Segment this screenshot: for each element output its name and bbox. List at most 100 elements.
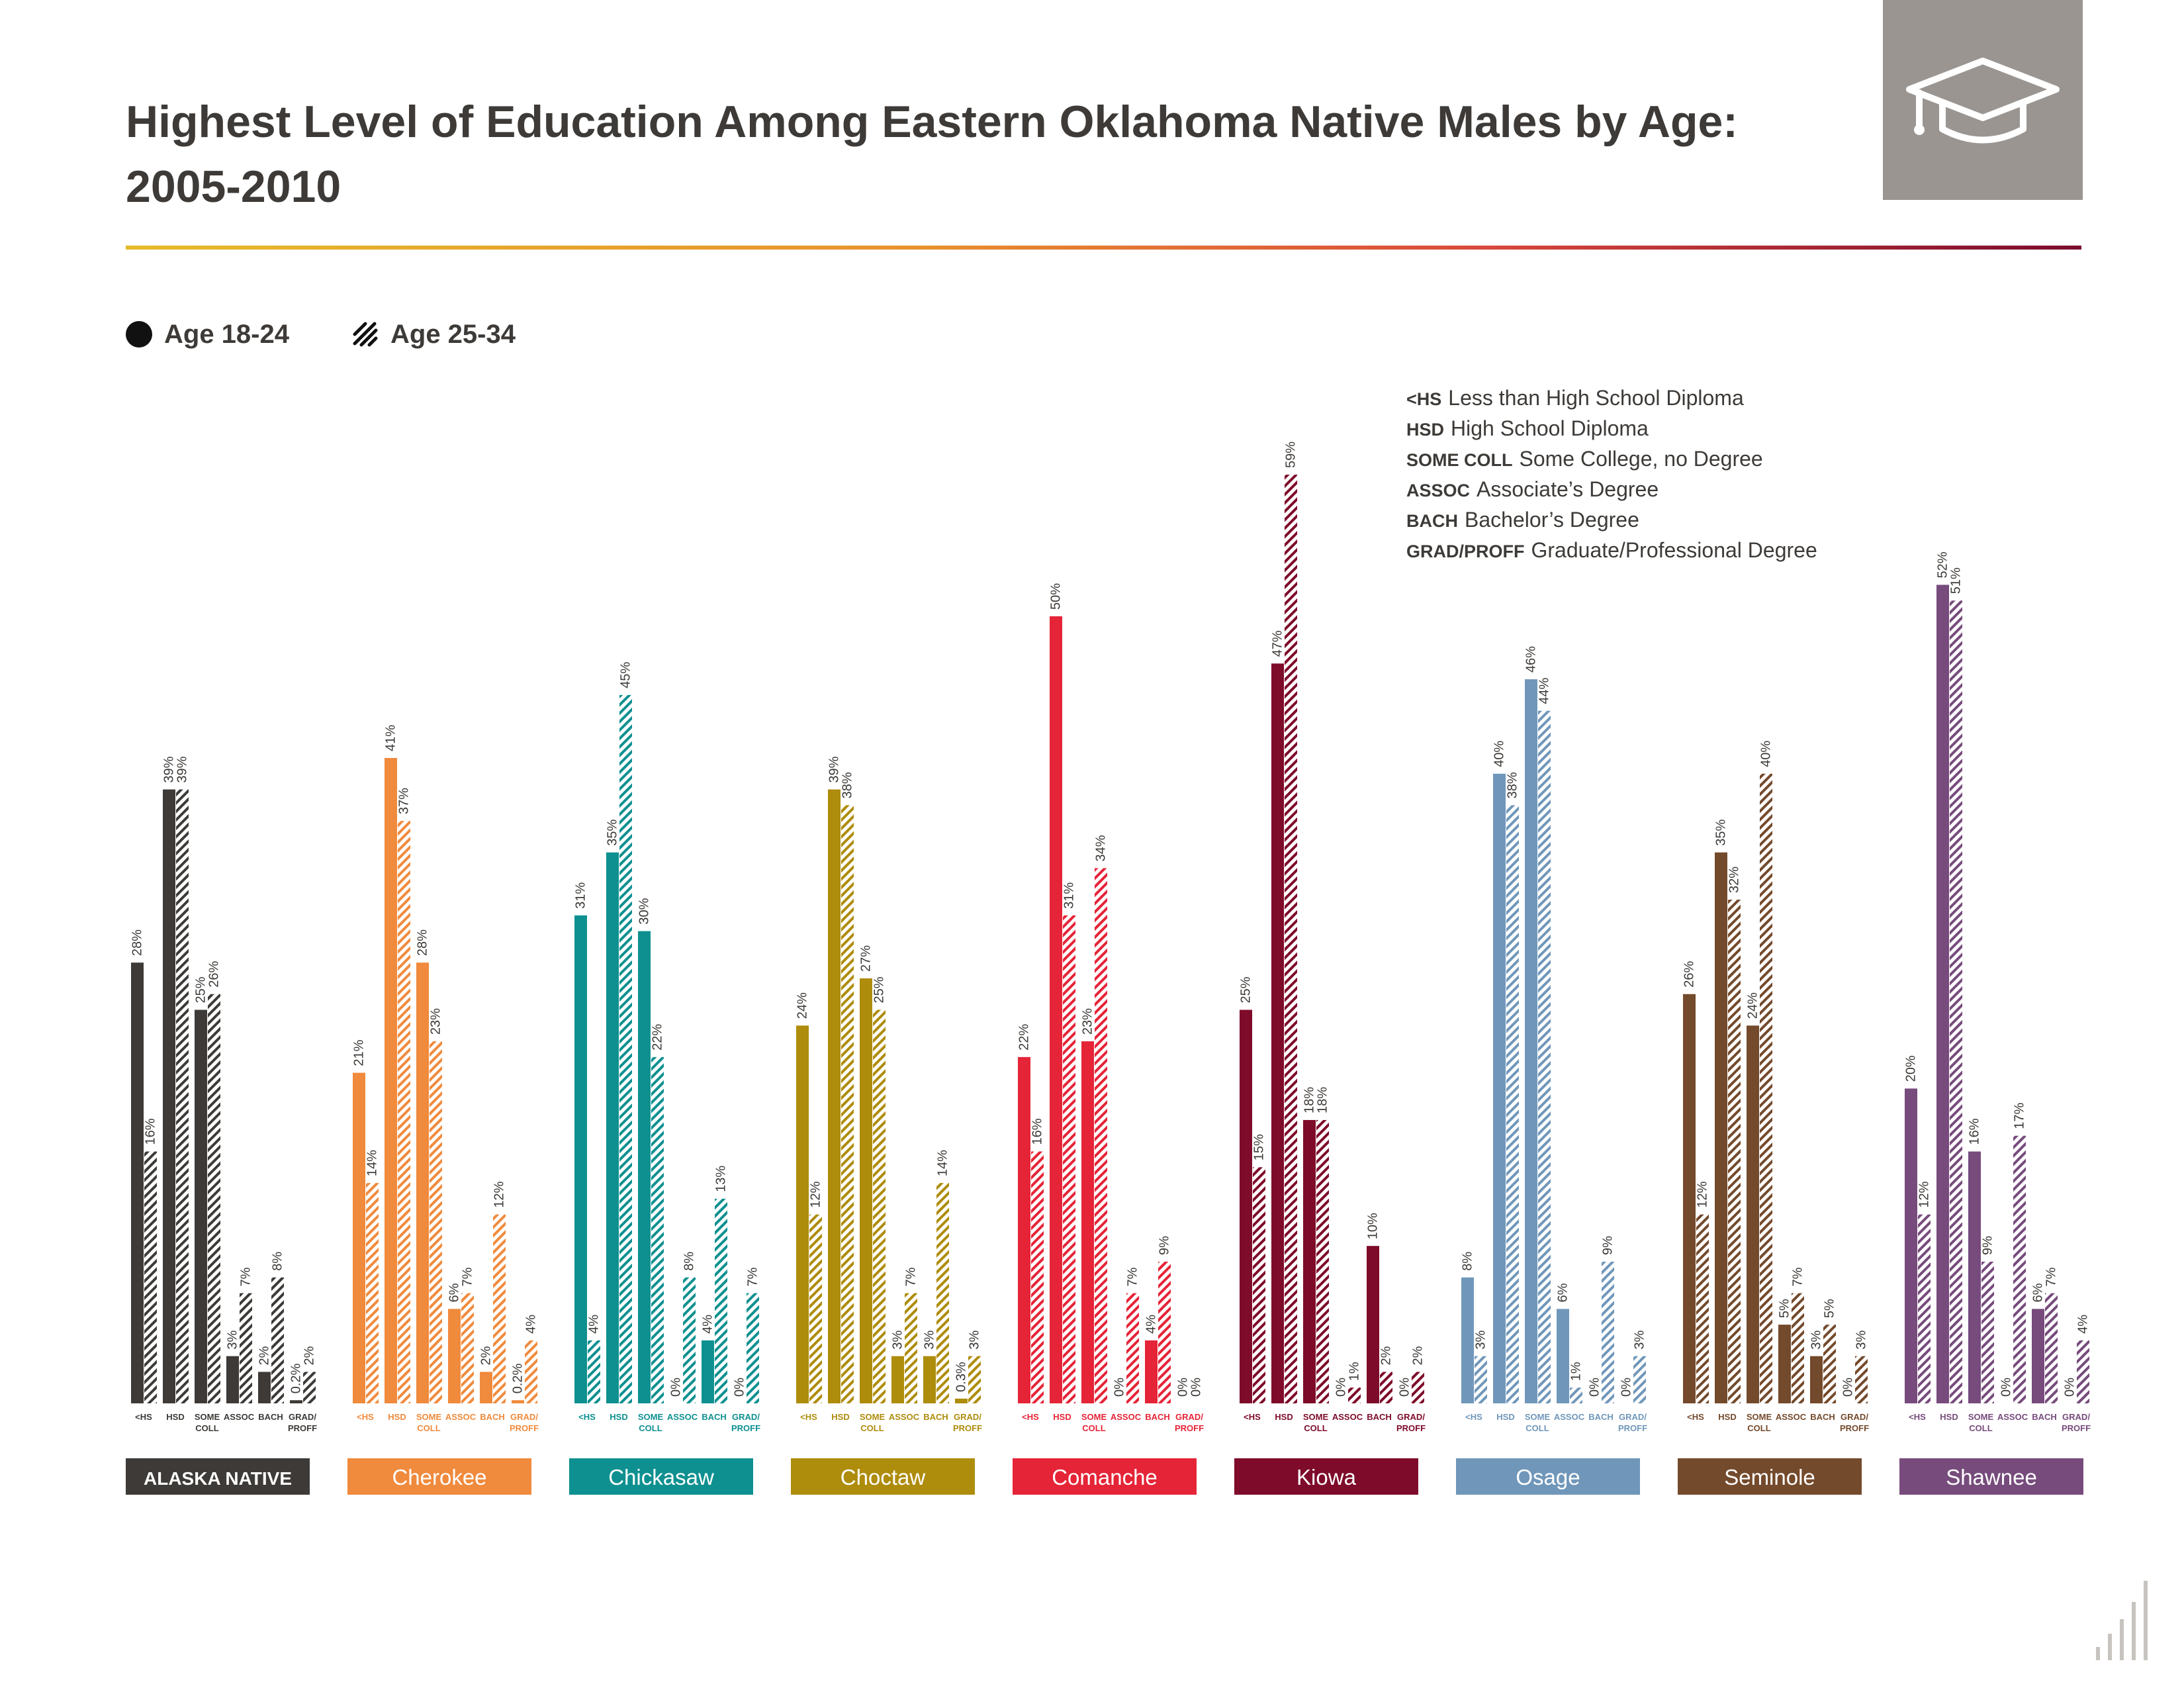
bar-18-24-osage-3 (1557, 1309, 1569, 1403)
value-label-25-34: 38% (841, 772, 855, 798)
abbr-code: SOME COLL (1406, 450, 1513, 470)
value-label-18-24: 10% (1366, 1213, 1381, 1239)
value-label-18-24: 28% (130, 929, 145, 956)
bar-18-24-alaska-native-2 (195, 1009, 207, 1403)
category-tick-label: GRAD/PROFF (1175, 1412, 1204, 1433)
category-tick-label: SOME COLL (860, 1412, 886, 1433)
value-label-25-34: 32% (1727, 867, 1742, 893)
value-label-25-34: 59% (1284, 442, 1298, 468)
value-label-18-24: 5% (1778, 1299, 1792, 1318)
category-tick-label: SOME COLL (1081, 1412, 1107, 1433)
bar-25-34-osage-3 (1570, 1387, 1582, 1403)
value-label-18-24: 3% (226, 1331, 240, 1350)
value-label-18-24: 0% (1619, 1378, 1634, 1397)
group-badge-osage (1456, 1458, 1640, 1495)
category-tick-label: BACH (258, 1412, 283, 1422)
category-tick-label: GRAD/PROFF (1840, 1412, 1869, 1433)
category-tick-label: <HS (1465, 1412, 1482, 1422)
value-label-25-34: 31% (1062, 882, 1077, 909)
bar-25-34-kiowa-5 (1412, 1372, 1424, 1403)
category-tick-label: GRAD/PROFF (2062, 1412, 2091, 1433)
bar-25-34-choctaw-2 (873, 1009, 886, 1403)
value-label-18-24: 2% (479, 1346, 494, 1365)
value-label-25-34: 2% (302, 1346, 317, 1365)
legend-label: Age 18-24 (164, 319, 289, 349)
bar-18-24-seminole-2 (1747, 1025, 1759, 1403)
value-label-18-24: 25% (1239, 976, 1253, 1003)
abbr-code: GRAD/PROFF (1406, 541, 1525, 561)
category-tick-label: BACH (480, 1412, 505, 1422)
category-tick-label: HSD (831, 1412, 849, 1422)
group-seminole: 26% 12% <HS 35% 32% HSD 24% 40% SOME COLL 5% 7% ASSO… (1678, 741, 1869, 1495)
bar-18-24-shawnee-1 (1936, 585, 1949, 1403)
value-label-18-24: 50% (1049, 583, 1064, 610)
category-tick-label: ASSOC (224, 1412, 255, 1422)
abbr-row: HSD High School Diploma (1406, 413, 1936, 444)
value-label-25-34: 14% (365, 1150, 380, 1176)
abbr-code: BACH (1406, 511, 1458, 531)
bar-18-24-seminole-3 (1778, 1325, 1791, 1403)
value-label-18-24: 0% (1398, 1378, 1412, 1397)
bar-25-34-cherokee-5 (525, 1340, 537, 1403)
value-label-18-24: 4% (1144, 1315, 1159, 1334)
hatch-swatch-icon (353, 322, 378, 347)
abbr-row: SOME COLL Some College, no Degree (1406, 444, 1936, 474)
group-badge-seminole (1678, 1458, 1862, 1495)
legend-item-age-18-24: Age 18-24 (126, 314, 289, 354)
abbreviation-key: <HS Less than High School Diploma HSD High… (1406, 383, 1936, 565)
value-label-25-34: 7% (461, 1267, 475, 1286)
bar-18-24-cherokee-5 (512, 1400, 524, 1403)
bar-18-24-kiowa-4 (1367, 1246, 1379, 1403)
abbr-desc: Bachelor’s Degree (1465, 508, 1639, 532)
value-label-25-34: 16% (144, 1118, 158, 1145)
value-label-18-24: 8% (1461, 1252, 1475, 1271)
category-tick-label: BACH (923, 1412, 948, 1422)
value-label-18-24: 0% (1841, 1378, 1856, 1397)
bar-25-34-kiowa-4 (1380, 1372, 1392, 1403)
bar-18-24-shawnee-0 (1905, 1088, 1917, 1403)
category-tick-label: HSD (610, 1412, 627, 1422)
category-tick-label: GRAD/PROFF (510, 1412, 539, 1433)
bar-18-24-choctaw-5 (955, 1398, 968, 1403)
value-label-25-34: 2% (1379, 1346, 1394, 1365)
group-badge-shawnee (1899, 1458, 2083, 1495)
value-label-18-24: 6% (2031, 1283, 2046, 1302)
bar-25-34-alaska-native-3 (240, 1293, 252, 1403)
category-tick-label: HSD (388, 1412, 406, 1422)
value-label-18-24: 24% (796, 992, 810, 1019)
bar-25-34-osage-4 (1602, 1261, 1614, 1403)
category-tick-label: BACH (1367, 1412, 1392, 1422)
solid-dot-icon (126, 321, 152, 348)
group-badge-kiowa (1234, 1458, 1418, 1495)
abbr-row: GRAD/PROFF Graduate/Professional Degree (1406, 535, 1936, 565)
bar-25-34-choctaw-3 (905, 1293, 917, 1403)
value-label-25-34: 13% (714, 1166, 729, 1192)
category-tick-label: GRAD/PROFF (1618, 1412, 1647, 1433)
value-label-18-24: 0% (2063, 1378, 2077, 1397)
abbr-desc: Less than High School Diploma (1448, 386, 1744, 410)
value-label-18-24: 4% (701, 1315, 715, 1334)
value-label-25-34: 1% (1569, 1362, 1584, 1381)
bar-18-24-alaska-native-4 (258, 1372, 271, 1403)
value-label-25-34: 22% (651, 1024, 665, 1051)
value-label-18-24: 20% (1904, 1055, 1919, 1082)
group-comanche: 22% 16% <HS 50% 31% HSD 23% 34% SOME COLL 0% 7% ASSO… (1013, 583, 1204, 1495)
bar-25-34-seminole-3 (1792, 1293, 1804, 1403)
value-label-25-34: 40% (1759, 741, 1774, 767)
abbr-row: ASSOC Associate’s Degree (1406, 474, 1936, 504)
value-label-25-34: 44% (1537, 677, 1552, 704)
category-tick-label: GRAD/PROFF (953, 1412, 982, 1433)
graduation-cap-icon (1906, 58, 2060, 144)
abbr-row: <HS Less than High School Diploma (1406, 383, 1936, 413)
bar-25-34-seminole-1 (1728, 900, 1741, 1403)
value-label-25-34: 37% (397, 788, 412, 814)
bar-25-34-comanche-1 (1063, 915, 1075, 1403)
value-label-25-34: 39% (175, 756, 190, 782)
category-tick-label: BACH (1588, 1412, 1614, 1422)
chart-title: Highest Level of Education Among Eastern… (126, 97, 1738, 212)
bar-18-24-kiowa-0 (1240, 1009, 1252, 1403)
value-label-18-24: 24% (1746, 992, 1760, 1019)
bar-25-34-cherokee-3 (461, 1293, 474, 1403)
bar-18-24-choctaw-3 (891, 1356, 904, 1403)
